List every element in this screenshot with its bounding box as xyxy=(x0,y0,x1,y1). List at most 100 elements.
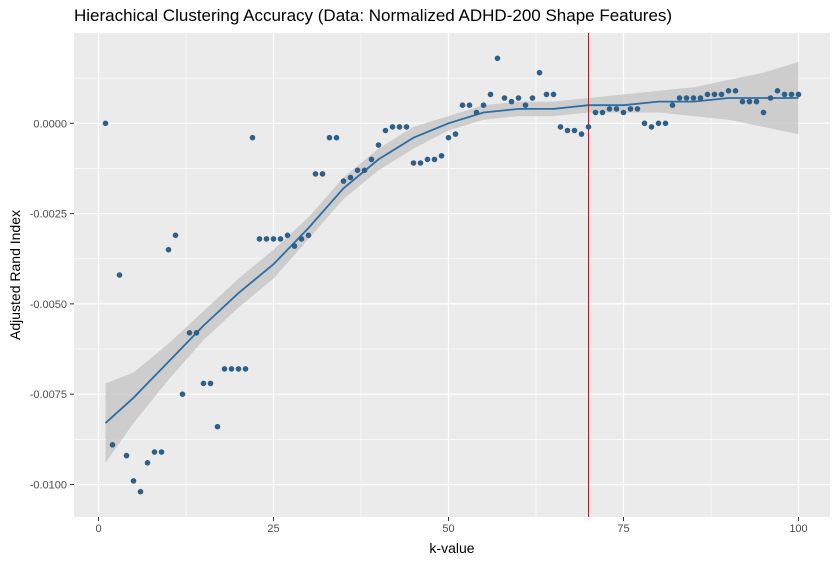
data-point xyxy=(137,488,144,495)
confidence-ribbon xyxy=(105,61,799,463)
x-axis-ticks: 0 25 50 75 100 xyxy=(95,517,808,535)
data-point xyxy=(662,120,669,127)
data-point xyxy=(655,120,662,127)
data-point xyxy=(263,236,270,242)
data-point xyxy=(585,124,592,130)
y-tick-label: -0.0025 xyxy=(30,209,67,221)
x-tick-label: 50 xyxy=(442,523,454,535)
data-point xyxy=(326,134,333,141)
data-point xyxy=(788,91,795,98)
data-point xyxy=(221,366,228,372)
data-point xyxy=(305,232,312,239)
data-point xyxy=(389,124,396,130)
x-tick-label: 25 xyxy=(267,523,279,535)
y-tick-label: -0.0100 xyxy=(30,479,67,491)
data-point xyxy=(515,95,522,101)
data-point xyxy=(739,98,746,105)
data-point xyxy=(179,391,186,398)
data-point xyxy=(690,95,697,101)
data-point xyxy=(109,442,116,448)
data-point xyxy=(725,88,732,94)
data-point xyxy=(375,142,382,148)
data-point xyxy=(746,98,753,105)
data-point xyxy=(235,366,242,372)
data-point xyxy=(102,120,109,127)
data-point xyxy=(200,380,207,387)
data-point xyxy=(277,236,284,242)
data-point xyxy=(347,174,354,181)
data-point xyxy=(291,243,298,249)
data-point xyxy=(550,91,557,98)
smooth-trend-line xyxy=(104,97,799,424)
x-tick-label: 75 xyxy=(617,523,629,535)
y-tick-label: -0.0050 xyxy=(30,299,67,311)
x-tick-label: 0 xyxy=(95,523,101,535)
data-point xyxy=(732,88,739,94)
data-point xyxy=(158,449,165,455)
data-point xyxy=(543,91,550,98)
data-point xyxy=(592,109,599,116)
data-point xyxy=(753,98,760,105)
data-point xyxy=(536,69,543,76)
data-point xyxy=(508,98,515,105)
data-point xyxy=(186,330,193,336)
x-axis-title: k-value xyxy=(429,540,474,556)
data-point xyxy=(795,91,802,98)
data-point xyxy=(256,236,263,242)
data-point xyxy=(459,102,466,108)
data-point xyxy=(774,88,781,94)
data-point xyxy=(396,124,403,130)
data-point xyxy=(501,95,508,101)
data-point xyxy=(354,167,361,174)
chart-title: Hierachical Clustering Accuracy (Data: N… xyxy=(74,6,673,25)
data-point xyxy=(487,91,494,98)
data-point xyxy=(452,131,459,137)
data-point xyxy=(340,178,347,184)
data-point xyxy=(116,272,123,278)
data-point xyxy=(319,171,326,177)
data-point xyxy=(711,91,718,98)
data-point xyxy=(368,156,375,163)
data-points xyxy=(102,55,802,495)
data-point xyxy=(669,102,676,108)
data-point xyxy=(144,460,151,466)
data-point xyxy=(123,452,130,459)
data-point xyxy=(704,91,711,98)
data-point xyxy=(333,134,340,141)
data-point xyxy=(781,91,788,98)
y-tick-label: -0.0075 xyxy=(30,389,67,401)
data-point xyxy=(207,380,214,387)
data-point xyxy=(613,106,620,112)
data-point xyxy=(627,106,634,112)
data-point xyxy=(151,449,158,455)
data-point xyxy=(760,109,767,116)
data-point xyxy=(648,124,655,130)
data-point xyxy=(767,95,774,101)
data-point xyxy=(718,91,725,98)
data-point xyxy=(130,478,137,484)
data-point xyxy=(620,109,627,116)
data-point xyxy=(529,95,536,101)
data-point xyxy=(193,330,200,336)
data-point xyxy=(382,127,389,134)
data-point xyxy=(557,124,564,130)
data-point xyxy=(312,171,319,177)
data-point xyxy=(270,236,277,242)
data-point xyxy=(494,55,501,62)
data-point xyxy=(683,95,690,101)
data-point xyxy=(214,423,221,430)
data-point xyxy=(284,232,291,239)
data-point xyxy=(697,95,704,101)
data-point xyxy=(424,156,431,163)
data-point xyxy=(606,106,613,112)
data-point xyxy=(438,153,445,159)
data-point xyxy=(676,95,683,101)
data-point xyxy=(431,156,438,163)
data-point xyxy=(298,236,305,242)
data-point xyxy=(473,109,480,116)
data-point xyxy=(522,102,529,108)
y-tick-label: 0.0000 xyxy=(33,118,67,130)
data-point xyxy=(165,246,172,253)
data-point xyxy=(249,134,256,141)
